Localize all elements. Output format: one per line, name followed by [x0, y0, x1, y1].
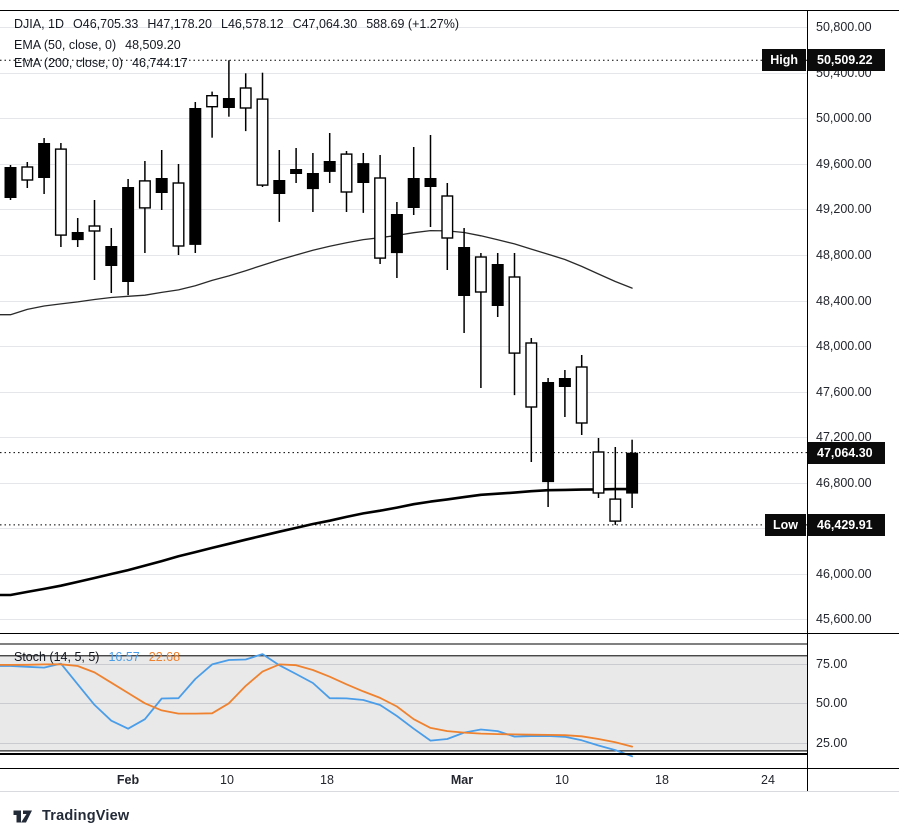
- stoch-axis-label: 75.00: [816, 656, 848, 671]
- stoch-d-value: 22.68: [148, 650, 181, 664]
- low-price-label: Low: [765, 513, 806, 536]
- date-axis-label: 10: [555, 773, 569, 787]
- ema50-value: 48,509.20: [125, 38, 181, 52]
- date-axis-label: Mar: [450, 773, 474, 787]
- low-price-badge: 46,429.91: [808, 513, 885, 536]
- ema200-value: 46,744.17: [132, 56, 188, 70]
- date-axis-label: 24: [761, 773, 775, 787]
- date-axis-label: Feb: [116, 773, 140, 787]
- ema200-label: EMA (200, close, 0): [14, 56, 124, 70]
- stoch-axis-label: 50.00: [816, 696, 848, 711]
- price-axis-label: 47,600.00: [816, 384, 872, 399]
- price-axis-label: 50,800.00: [816, 20, 872, 35]
- stoch-axis-label: 25.00: [816, 735, 848, 750]
- date-axis-label: 18: [655, 773, 669, 787]
- ohlc-low: L46,578.12: [221, 17, 284, 31]
- price-axis-label: 45,600.00: [816, 612, 872, 627]
- stoch-k-value: 16.57: [108, 650, 140, 664]
- tradingview-logo-text: TradingView: [42, 808, 130, 824]
- symbol-legend-row[interactable]: DJIA, 1D O46,705.33 H47,178.20 L46,578.12 C4…: [14, 17, 468, 32]
- price-axis-label: 46,800.00: [816, 475, 872, 490]
- tradingview-logo-icon: [13, 810, 32, 822]
- tradingview-logo[interactable]: TradingView: [13, 808, 129, 824]
- price-axis-label: 47,200.00: [816, 430, 872, 445]
- date-axis-label: 10: [220, 773, 234, 787]
- price-axis-label: 46,000.00: [816, 566, 872, 581]
- date-axis-label: 18: [320, 773, 334, 787]
- ohlc-open: O46,705.33: [73, 17, 139, 31]
- price-axis-label: 49,200.00: [816, 202, 872, 217]
- stoch-legend-row[interactable]: Stoch (14, 5, 5) 16.57 22.68: [14, 650, 189, 665]
- ohlc-close: C47,064.30: [292, 17, 358, 31]
- price-axis-label: 48,000.00: [816, 339, 872, 354]
- price-axis-label: 50,000.00: [816, 111, 872, 126]
- price-axis-label: 48,800.00: [816, 247, 872, 262]
- ema200-legend-row[interactable]: EMA (200, close, 0) 46,744.17: [14, 56, 197, 71]
- ema50-legend-row[interactable]: EMA (50, close, 0) 48,509.20: [14, 38, 190, 53]
- price-axis-label: 48,400.00: [816, 293, 872, 308]
- stoch-label: Stoch (14, 5, 5): [14, 650, 100, 664]
- ohlc-change: 588.69 (+1.27%): [366, 17, 459, 31]
- last-price-badge: 47,064.30: [808, 441, 885, 464]
- price-axis-label: 49,600.00: [816, 156, 872, 171]
- high-price-label: High: [762, 49, 806, 72]
- ema50-label: EMA (50, close, 0): [14, 38, 117, 52]
- high-price-badge: 50,509.22: [808, 49, 885, 72]
- symbol-interval-label: DJIA, 1D: [14, 17, 65, 31]
- ohlc-high: H47,178.20: [147, 17, 212, 31]
